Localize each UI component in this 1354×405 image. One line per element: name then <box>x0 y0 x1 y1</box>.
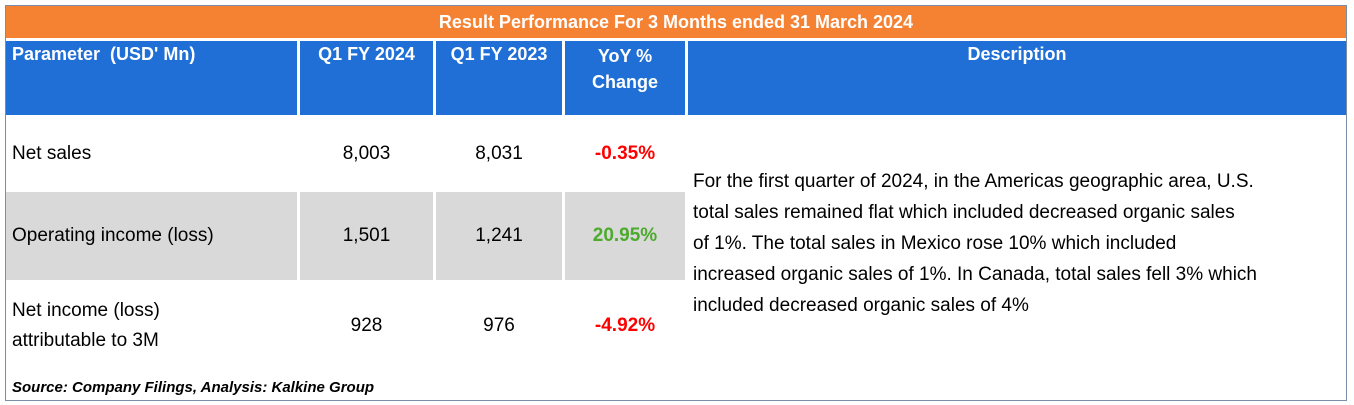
header-q1-fy2023: Q1 FY 2023 <box>436 41 562 115</box>
row-net-income-q1-2024-value: 928 <box>350 315 383 336</box>
header-parameter-label: Parameter (USD' Mn) <box>12 44 196 64</box>
row-net-income-q1-2023-value: 976 <box>483 315 515 336</box>
description-line: included decreased organic sales of 4% <box>693 295 1029 316</box>
row-operating-income-yoy: 20.95% <box>565 192 685 280</box>
row-operating-income-parameter: Operating income (loss) <box>6 192 297 280</box>
description-text: For the first quarter of 2024, in the Am… <box>693 166 1343 321</box>
header-yoy-change: YoY % Change <box>565 41 685 115</box>
row-net-income-label-line2: attributable to 3M <box>12 330 159 351</box>
row-net-sales-q1-2024: 8,003 <box>300 115 433 192</box>
header-q1-fy2024: Q1 FY 2024 <box>300 41 433 115</box>
description-line: For the first quarter of 2024, in the Am… <box>693 171 1254 192</box>
row-net-sales-q1-2024-value: 8,003 <box>342 143 391 164</box>
row-net-sales-label: Net sales <box>12 143 92 164</box>
row-operating-income-q1-2023: 1,241 <box>436 192 562 280</box>
header-description-label: Description <box>967 44 1067 64</box>
row-net-sales-q1-2023-value: 8,031 <box>475 143 523 164</box>
header-q1-fy2024-label: Q1 FY 2024 <box>318 44 415 64</box>
row-net-sales-yoy: -0.35% <box>565 115 685 192</box>
description-line: increased organic sales of 1%. In Canada… <box>693 264 1257 285</box>
row-net-income-q1-2023: 976 <box>436 296 562 356</box>
row-operating-income-q1-2024: 1,501 <box>300 192 433 280</box>
row-operating-income-label: Operating income (loss) <box>12 225 214 246</box>
row-operating-income-q1-2024-value: 1,501 <box>342 225 391 246</box>
row-net-sales-yoy-value: -0.35% <box>594 143 656 164</box>
description-line: of 1%. The total sales in Mexico rose 10… <box>693 233 1177 254</box>
table-title: Result Performance For 3 Months ended 31… <box>6 6 1346 38</box>
results-table-frame: Result Performance For 3 Months ended 31… <box>5 5 1347 401</box>
header-yoy-line2: Change <box>591 72 658 92</box>
description-line: total sales remained flat which included… <box>693 202 1235 223</box>
header-description: Description <box>688 41 1346 115</box>
row-net-income-q1-2024: 928 <box>300 296 433 356</box>
row-operating-income-q1-2023-value: 1,241 <box>475 225 523 246</box>
row-net-sales-parameter: Net sales <box>6 115 297 192</box>
row-net-sales-q1-2023: 8,031 <box>436 115 562 192</box>
row-net-income-label-line1: Net income (loss) <box>12 300 160 321</box>
row-net-income-parameter: Net income (loss) attributable to 3M <box>6 296 297 356</box>
header-q1-fy2023-label: Q1 FY 2023 <box>450 44 548 64</box>
header-yoy-line1: YoY % <box>597 46 653 66</box>
source-note: Source: Company Filings, Analysis: Kalki… <box>12 379 375 396</box>
header-parameter: Parameter (USD' Mn) <box>6 41 297 115</box>
row-operating-income-yoy-value: 20.95% <box>592 225 658 246</box>
row-net-income-yoy: -4.92% <box>565 296 685 356</box>
row-net-income-yoy-value: -4.92% <box>594 315 656 336</box>
